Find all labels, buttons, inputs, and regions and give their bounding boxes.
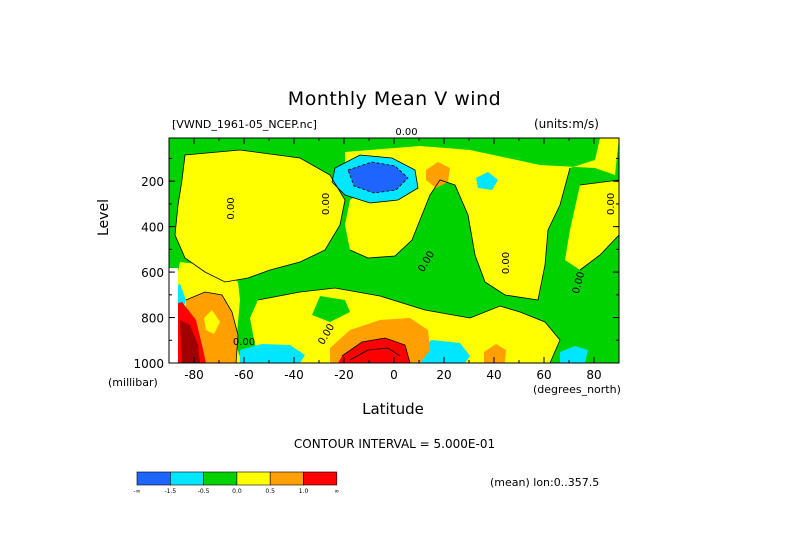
x-axis-unit: (degrees_north) [533, 383, 621, 396]
x-tick-label: -20 [334, 368, 354, 382]
x-tick-label: 60 [536, 368, 551, 382]
contour-label: 0.00 [226, 197, 237, 219]
contour-fill [169, 138, 619, 363]
x-tick-label: -40 [284, 368, 304, 382]
colorbar: -∞ -1.5 -0.5 0.0 0.5 1.0 ∞ [133, 471, 339, 495]
y-tick-label: 400 [141, 221, 164, 235]
colorbar-tick-label: 1.0 [299, 488, 309, 495]
x-tick-label: 0 [390, 368, 398, 382]
contour-lines [174, 149, 619, 363]
x-tick-label: -60 [234, 368, 254, 382]
colorbar-tick-label: ∞ [334, 488, 339, 495]
contour-label: 0.00 [233, 337, 255, 348]
colorbar-tick-label: 0.0 [232, 488, 242, 495]
field-cyan-bottom-3 [560, 346, 588, 363]
contour-label: 0.00 [501, 252, 512, 274]
colorbar-swatch [303, 471, 338, 486]
field-blue-upper [348, 162, 408, 193]
field-yellow-left-inner [204, 310, 220, 334]
y-tick-label: 1000 [133, 357, 164, 371]
field-orange-bottom-right [484, 344, 506, 363]
colorbar-swatch [203, 471, 238, 486]
field-cyan-small [476, 172, 498, 190]
x-tick-label: -80 [184, 368, 204, 382]
colorbar-swatch [170, 471, 204, 486]
contour-interval-label: CONTOUR INTERVAL = 5.000E-01 [293, 437, 496, 451]
x-axis-title: Latitude [362, 400, 424, 418]
colorbar-tick-label: -∞ [133, 488, 140, 495]
dataset-label: [VWND_1961-05_NCEP.nc] [172, 118, 317, 131]
x-tick-label: 40 [486, 368, 501, 382]
units-label: (units:m/s) [534, 117, 599, 131]
field-yellow-right-top [565, 180, 619, 270]
field-darkred-left [180, 320, 200, 363]
field-yellow-west [175, 150, 345, 282]
field-missing [169, 268, 178, 363]
colorbar-swatch [136, 471, 171, 486]
x-tick-label: 20 [436, 368, 451, 382]
colorbar-swatch [236, 471, 271, 486]
chart-title: Monthly Mean V wind [287, 88, 502, 110]
y-tick-label: 200 [141, 175, 164, 189]
field-green-hole [312, 296, 350, 322]
axis-ticks: -80 -60 -40 -20 0 20 40 60 80 200 400 600 800 1000 [133, 138, 620, 382]
colorbar-tick-label: -0.5 [198, 488, 210, 495]
x-tick-label: 80 [586, 368, 601, 382]
field-cyan-bottom-1 [240, 344, 305, 363]
contour-label: 0.00 [395, 127, 417, 138]
contour-label: 0.00 [606, 193, 617, 215]
contour-label: 0.00 [321, 193, 332, 215]
colorbar-tick-label: 0.5 [265, 488, 275, 495]
colorbar-tick-label: -1.5 [164, 488, 176, 495]
colorbar-swatch [269, 471, 304, 486]
mean-annotation: (mean) lon:0..357.5 [490, 476, 600, 489]
y-tick-label: 800 [141, 312, 164, 326]
y-axis-unit: (millibar) [108, 376, 158, 389]
y-axis-title: Level [96, 199, 112, 236]
y-tick-label: 600 [141, 266, 164, 280]
